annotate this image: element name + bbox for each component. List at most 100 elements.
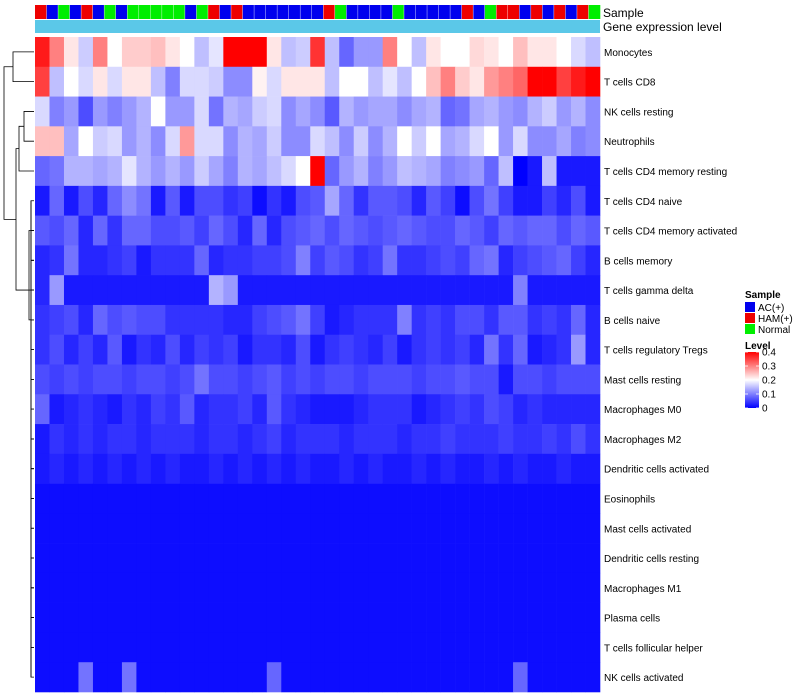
- heatmap-cell: [179, 424, 195, 455]
- heatmap-cell: [165, 483, 181, 514]
- heatmap-cell: [107, 334, 123, 365]
- heatmap-cell: [571, 424, 586, 455]
- heatmap-cell: [136, 215, 152, 246]
- heatmap-cell: [382, 572, 398, 603]
- row-label: Plasma cells: [604, 614, 660, 625]
- heatmap-cell: [527, 37, 543, 68]
- heatmap-cell: [78, 37, 94, 68]
- sample-bar-cell: [69, 5, 82, 19]
- heatmap-cell: [368, 185, 383, 216]
- heatmap-cell: [469, 453, 485, 484]
- heatmap-cell: [179, 185, 195, 216]
- sample-bar-cell: [254, 5, 266, 19]
- dendrogram-branch: [12, 51, 34, 83]
- heatmap-cell: [35, 602, 50, 633]
- heatmap-cell: [339, 483, 355, 514]
- heatmap-cell: [368, 543, 383, 574]
- heatmap-cell: [266, 483, 282, 514]
- heatmap-cell: [295, 215, 311, 246]
- heatmap-cell: [542, 483, 557, 514]
- heatmap-cell: [78, 96, 94, 127]
- heatmap-cell: [484, 156, 499, 187]
- heatmap-cell: [35, 37, 50, 68]
- heatmap-cell: [368, 602, 383, 633]
- heatmap-cell: [571, 96, 586, 127]
- heatmap-cell: [455, 96, 470, 127]
- sample-bar-cell: [484, 5, 497, 19]
- heatmap-cell: [295, 394, 311, 425]
- heatmap-cell: [484, 453, 499, 484]
- heatmap-cell: [498, 394, 514, 425]
- heatmap-cell: [266, 37, 282, 68]
- heatmap-cell: [426, 632, 441, 663]
- heatmap-cell: [208, 185, 224, 216]
- heatmap-cell: [426, 602, 441, 633]
- heatmap-cell: [585, 572, 601, 603]
- heatmap-cell: [484, 245, 499, 276]
- heatmap-cell: [411, 334, 427, 365]
- heatmap-cell: [208, 156, 224, 187]
- heatmap-cell: [353, 156, 369, 187]
- heatmap-cell: [35, 334, 50, 365]
- heatmap-cell: [339, 572, 355, 603]
- heatmap-cell: [556, 275, 572, 306]
- heatmap-cell: [310, 66, 326, 97]
- heatmap-cell: [455, 126, 470, 157]
- heatmap-cell: [339, 364, 355, 395]
- heatmap-cell: [310, 632, 326, 663]
- heatmap-cell: [35, 275, 50, 306]
- row-label: NK cells activated: [604, 673, 683, 684]
- heatmap-cell: [498, 543, 514, 574]
- heatmap-cell: [368, 632, 383, 663]
- heatmap-cell: [266, 453, 282, 484]
- heatmap-cell: [92, 632, 108, 663]
- heatmap-cell: [237, 275, 253, 306]
- level-legend-tick-label: 0: [762, 404, 768, 415]
- heatmap-cell: [281, 156, 297, 187]
- heatmap-cell: [179, 364, 195, 395]
- heatmap-cell: [382, 334, 398, 365]
- heatmap-cell: [397, 364, 412, 395]
- heatmap-cell: [150, 334, 166, 365]
- heatmap-cell: [49, 37, 65, 68]
- heatmap-cell: [440, 513, 456, 544]
- heatmap-cell: [513, 394, 528, 425]
- heatmap-cell: [266, 632, 282, 663]
- dendrogram-branch: [30, 289, 34, 321]
- heatmap-cell: [324, 126, 340, 157]
- heatmap-cell: [339, 513, 355, 544]
- heatmap-cell: [368, 304, 383, 336]
- heatmap-cell: [49, 156, 65, 187]
- heatmap-cell: [542, 424, 557, 455]
- heatmap-cell: [237, 394, 253, 425]
- heatmap-cell: [208, 96, 224, 127]
- heatmap-cell: [179, 126, 195, 157]
- heatmap-cell: [469, 245, 485, 276]
- heatmap-cell: [237, 483, 253, 514]
- heatmap-cells: [35, 37, 601, 693]
- heatmap-cell: [498, 304, 514, 336]
- heatmap-cell: [339, 394, 355, 425]
- heatmap-cell: [556, 334, 572, 365]
- sample-bar-cell: [242, 5, 255, 19]
- heatmap-cell: [411, 156, 427, 187]
- sample-bar-cell: [565, 5, 578, 19]
- heatmap-cell: [63, 215, 79, 246]
- level-legend-gradient: [745, 352, 759, 408]
- heatmap-cell: [339, 37, 355, 68]
- heatmap-cell: [252, 304, 268, 336]
- heatmap-cell: [484, 126, 499, 157]
- heatmap-cell: [121, 66, 137, 97]
- heatmap-cell: [411, 513, 427, 544]
- heatmap-cell: [411, 453, 427, 484]
- heatmap-cell: [107, 66, 123, 97]
- heatmap-cell: [382, 394, 398, 425]
- heatmap-cell: [63, 543, 79, 574]
- heatmap-cell: [397, 453, 412, 484]
- heatmap-cell: [49, 364, 65, 395]
- heatmap-cell: [339, 185, 355, 216]
- sample-bar-cell: [450, 5, 462, 19]
- sample-bar-cell: [588, 5, 601, 19]
- heatmap-cell: [310, 156, 326, 187]
- dendrogram-branch: [3, 66, 16, 220]
